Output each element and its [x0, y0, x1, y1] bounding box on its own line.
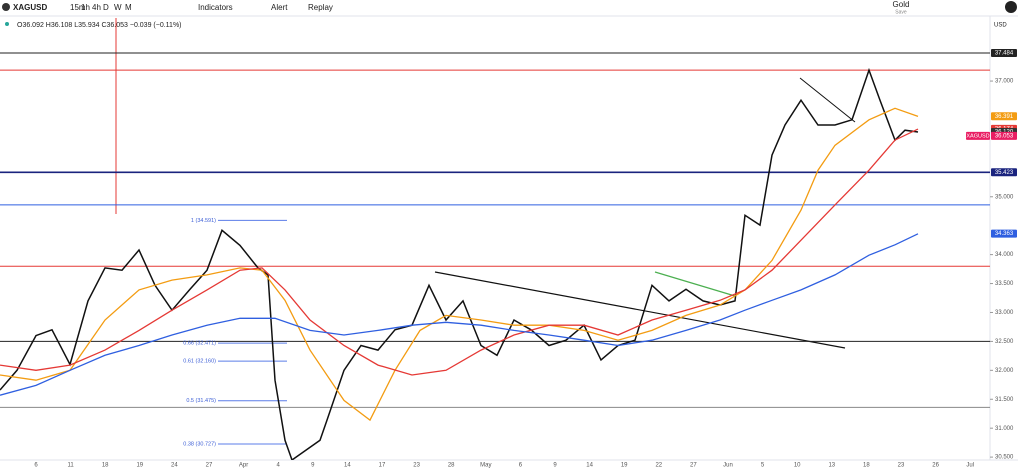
x-tick-label: 18: [102, 463, 109, 469]
x-tick-label: Jul: [966, 463, 974, 469]
price-tag-label: 36.053: [995, 133, 1014, 139]
x-tick-label: 10: [794, 463, 801, 469]
price-line: [0, 67, 919, 460]
interval-button[interactable]: 4h: [92, 3, 101, 12]
price-tag: [991, 112, 1017, 121]
moving-average: [0, 107, 919, 422]
indicators-button[interactable]: Indicators: [198, 3, 233, 12]
fib-label: 0.61 (32.160): [183, 359, 216, 365]
x-tick-label: 17: [379, 463, 386, 469]
y-tick-label: 33.000: [995, 310, 1014, 316]
moving-average: [0, 128, 919, 376]
y-tick-label: 33.500: [995, 281, 1014, 287]
y-tick-label: 31.500: [995, 397, 1014, 403]
price-tag: [991, 168, 1017, 177]
x-tick-label: 6: [34, 463, 38, 469]
interval-button[interactable]: W: [114, 3, 122, 12]
x-tick-label: 19: [136, 463, 143, 469]
alert-button[interactable]: Alert: [271, 3, 288, 12]
x-tick-label: 23: [413, 463, 420, 469]
ohlc-legend: O36.092 H36.108 L35.934 C36.053 −0.039 (…: [17, 22, 182, 29]
status-dot: [5, 22, 9, 26]
layout-name[interactable]: Gold: [893, 0, 910, 9]
x-tick-label: 11: [67, 463, 74, 469]
symbol[interactable]: XAGUSD: [13, 3, 47, 12]
trend-line: [654, 271, 736, 297]
x-tick-label: 14: [586, 463, 593, 469]
interval-button[interactable]: 1h: [81, 3, 90, 12]
y-tick-label: 34.000: [995, 252, 1014, 258]
x-tick-label: 26: [932, 463, 939, 469]
x-tick-label: May: [480, 463, 491, 469]
interval-button[interactable]: M: [125, 3, 132, 12]
x-tick-label: Jun: [723, 463, 733, 469]
plot-area: 1 (34.591) 0.66 (32.471) 0.61 (32.160) 0.5 …: [0, 18, 990, 460]
moving-average: [0, 233, 919, 396]
save-button[interactable]: Save: [895, 9, 907, 15]
profile-button[interactable]: [1005, 1, 1017, 13]
x-tick-label: 9: [553, 463, 557, 469]
fib-label: 1 (34.591): [191, 218, 216, 224]
trend-line: [799, 77, 856, 123]
x-tick-label: 6: [519, 463, 523, 469]
x-tick-label: 28: [448, 463, 455, 469]
y-tick-label: 31.000: [995, 426, 1014, 432]
trend-line: [434, 271, 846, 349]
x-tick-label: 27: [206, 463, 213, 469]
x-tick-label: 24: [171, 463, 178, 469]
replay-button[interactable]: Replay: [308, 3, 333, 12]
fib-label: 0.38 (30.727): [183, 441, 216, 447]
price-tag-label: 35.423: [995, 170, 1014, 176]
x-tick-label: 4: [277, 463, 281, 469]
x-tick-label: 13: [828, 463, 835, 469]
y-tick-label: 32.500: [995, 339, 1014, 345]
y-tick-label: 32.000: [995, 368, 1014, 374]
price-tag: [991, 131, 1017, 140]
symbol-tag: [966, 131, 990, 140]
x-tick-label: 18: [863, 463, 870, 469]
price-tag: [991, 229, 1017, 238]
price-tag-label: 37.484: [995, 51, 1014, 57]
toolbar: [0, 0, 1018, 16]
y-tick-label: 37.000: [995, 79, 1014, 85]
y-tick-label: 35.000: [995, 194, 1014, 200]
price-tag: [991, 49, 1017, 58]
x-tick-label: 23: [898, 463, 905, 469]
currency: USD: [994, 23, 1007, 29]
interval-button[interactable]: D: [103, 3, 109, 12]
symbol-icon[interactable]: [2, 3, 10, 11]
interval-button[interactable]: 15m: [70, 3, 86, 12]
fib-label: 0.5 (31.475): [186, 398, 216, 404]
x-tick-label: 19: [621, 463, 628, 469]
x-tick-label: 22: [655, 463, 662, 469]
x-tick-label: 14: [344, 463, 351, 469]
price-tag-label: 36.391: [995, 114, 1014, 120]
price-tag-label: 34.363: [995, 231, 1014, 237]
x-tick-label: 5: [761, 463, 765, 469]
y-tick-label: 30.500: [995, 455, 1014, 461]
x-tick-label: 27: [690, 463, 697, 469]
fib-label: 0.66 (32.471): [183, 341, 216, 347]
x-tick-label: Apr: [239, 463, 248, 469]
x-tick-label: 9: [311, 463, 315, 469]
symbol-tag-label: XAGUSD: [966, 133, 989, 139]
